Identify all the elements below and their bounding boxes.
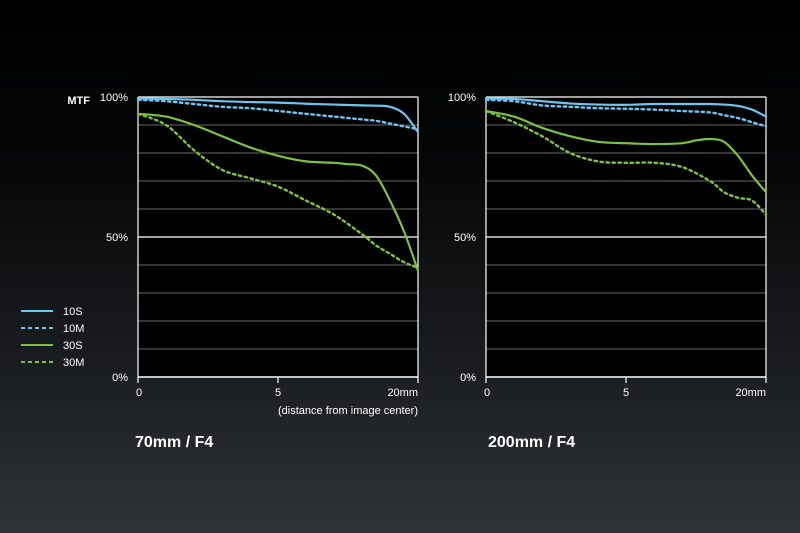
y-tick-label: 50% <box>106 232 128 244</box>
x-tick-label: 20mm <box>735 387 766 399</box>
series-line-10M <box>484 98 768 128</box>
chart-title: 70mm / F4 <box>135 434 213 451</box>
y-tick-label: 50% <box>454 232 476 244</box>
series-line-30S <box>136 112 420 272</box>
legend-label-30M: 30M <box>63 357 84 369</box>
legend: 10S 10M 30S 30M <box>21 306 84 369</box>
chart-title: 200mm / F4 <box>488 434 575 451</box>
series-line-30M <box>484 109 768 216</box>
x-tick-label: 5 <box>623 387 629 399</box>
series-line-30M <box>136 112 420 269</box>
y-tick-label: 100% <box>100 92 128 104</box>
series-line-10S <box>136 97 420 134</box>
y-tick-label: 0% <box>112 372 128 384</box>
x-tick-label: 0 <box>136 387 142 399</box>
x-tick-label: 20mm <box>387 387 418 399</box>
y-axis-title: MTF <box>67 95 90 107</box>
x-tick-label: 0 <box>484 387 490 399</box>
series-line-10M <box>136 98 420 131</box>
y-tick-label: 100% <box>448 92 476 104</box>
y-tick-label: 0% <box>460 372 476 384</box>
series-line-30S <box>484 109 768 194</box>
legend-label-10M: 10M <box>63 323 84 335</box>
series-line-10S <box>484 97 768 118</box>
legend-label-10S: 10S <box>63 306 83 318</box>
mtf-chart-200mm: 0 5 20mm 0% 50% 100% 200mm / F4 <box>448 92 768 451</box>
legend-label-30S: 30S <box>63 340 83 352</box>
x-tick-label: 5 <box>275 387 281 399</box>
mtf-chart-70mm: 0 5 20mm 0% 50% 100% 70mm / F4 <box>100 92 420 451</box>
x-axis-note: (distance from image center) <box>278 405 418 417</box>
